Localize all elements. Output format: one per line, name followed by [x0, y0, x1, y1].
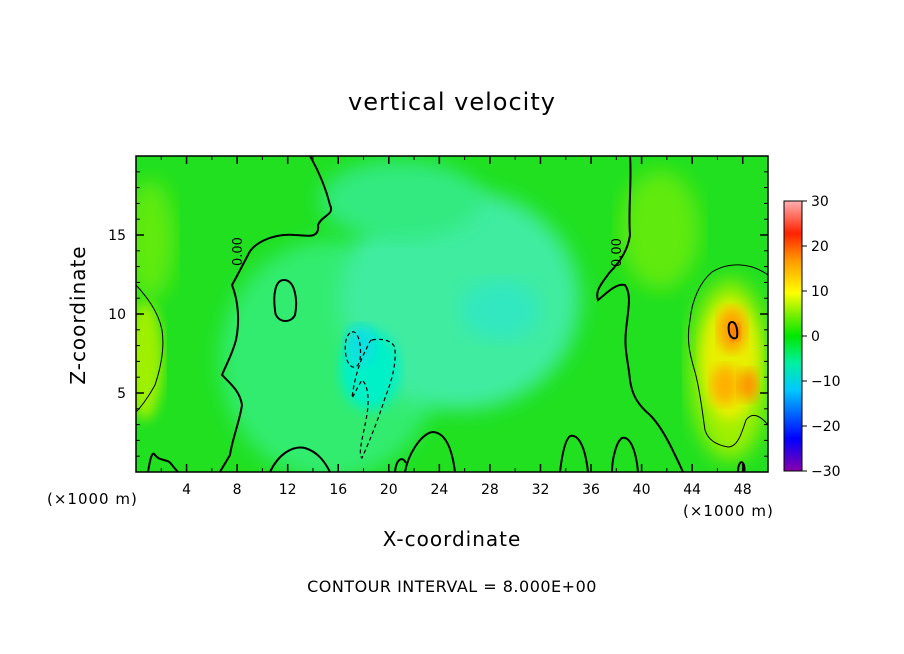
x-tick-label: 4 [182, 482, 191, 498]
contour-label-left: 0.00 [231, 237, 246, 266]
y-axis-label: Z-coordinate [66, 245, 90, 385]
chart-title: vertical velocity [348, 88, 556, 116]
colorbar-tick-label: 20 [811, 239, 829, 255]
zero-contour-bottom-4 [559, 434, 589, 472]
x-tick-label: 48 [734, 482, 752, 498]
colorbar-tick-label: 30 [811, 194, 829, 210]
zero-contour-left [219, 156, 333, 472]
zero-contour-right [596, 156, 684, 472]
x-tick-label: 12 [279, 482, 297, 498]
x-axis: 4 8 12 16 20 24 28 32 36 40 44 48 [160, 156, 752, 498]
x-axis-label: X-coordinate [382, 527, 522, 551]
x-tick-label: 8 [233, 482, 242, 498]
colorbar [783, 200, 803, 472]
heatmap-field [136, 156, 768, 472]
colorbar-tick-label: −20 [811, 419, 841, 435]
x-tick-label: 36 [582, 482, 600, 498]
contour-labels: 0.00 0.00 [231, 237, 625, 267]
x-tick-label: 20 [380, 482, 398, 498]
y-unit-label: (×1000 m) [47, 490, 138, 508]
x-tick-label: 16 [329, 482, 347, 498]
zero-contour-bottom-1 [269, 446, 331, 472]
colorbar-tick-label: 10 [811, 284, 829, 300]
zero-contour-bottom-6 [147, 452, 179, 472]
y-tick-label: 5 [117, 386, 126, 402]
colorbar-tick-label: −30 [811, 464, 841, 480]
zero-contour-bottom-5 [611, 436, 639, 472]
negative-contour-2 [351, 338, 396, 459]
colorbar-tick-label: 0 [811, 329, 820, 345]
negative-contour-1 [344, 331, 362, 368]
positive-contour-right [687, 264, 768, 448]
zero-contour-bottom-2 [404, 430, 456, 472]
x-tick-label: 40 [633, 482, 651, 498]
positive-contour-inner [727, 320, 739, 340]
x-tick-label: 32 [532, 482, 550, 498]
colorbar-tick-label: −10 [811, 374, 841, 390]
positive-contour-left [136, 284, 164, 413]
zero-contour-loop [273, 278, 298, 322]
x-tick-label: 44 [683, 482, 701, 498]
contour-interval-note: CONTOUR INTERVAL = 8.000E+00 [307, 577, 597, 596]
zero-contour-bottom-3 [394, 458, 407, 472]
contour-label-right: 0.00 [610, 238, 625, 267]
y-axis: 5 10 15 [108, 171, 768, 457]
y-tick-label: 15 [108, 228, 126, 244]
y-tick-label: 10 [108, 307, 126, 323]
x-unit-label: (×1000 m) [683, 502, 774, 520]
colorbar-ticks: 30 20 10 0 −10 −20 −30 [802, 194, 841, 480]
x-tick-label: 24 [430, 482, 448, 498]
contour-lines [136, 156, 768, 472]
x-tick-label: 28 [481, 482, 499, 498]
